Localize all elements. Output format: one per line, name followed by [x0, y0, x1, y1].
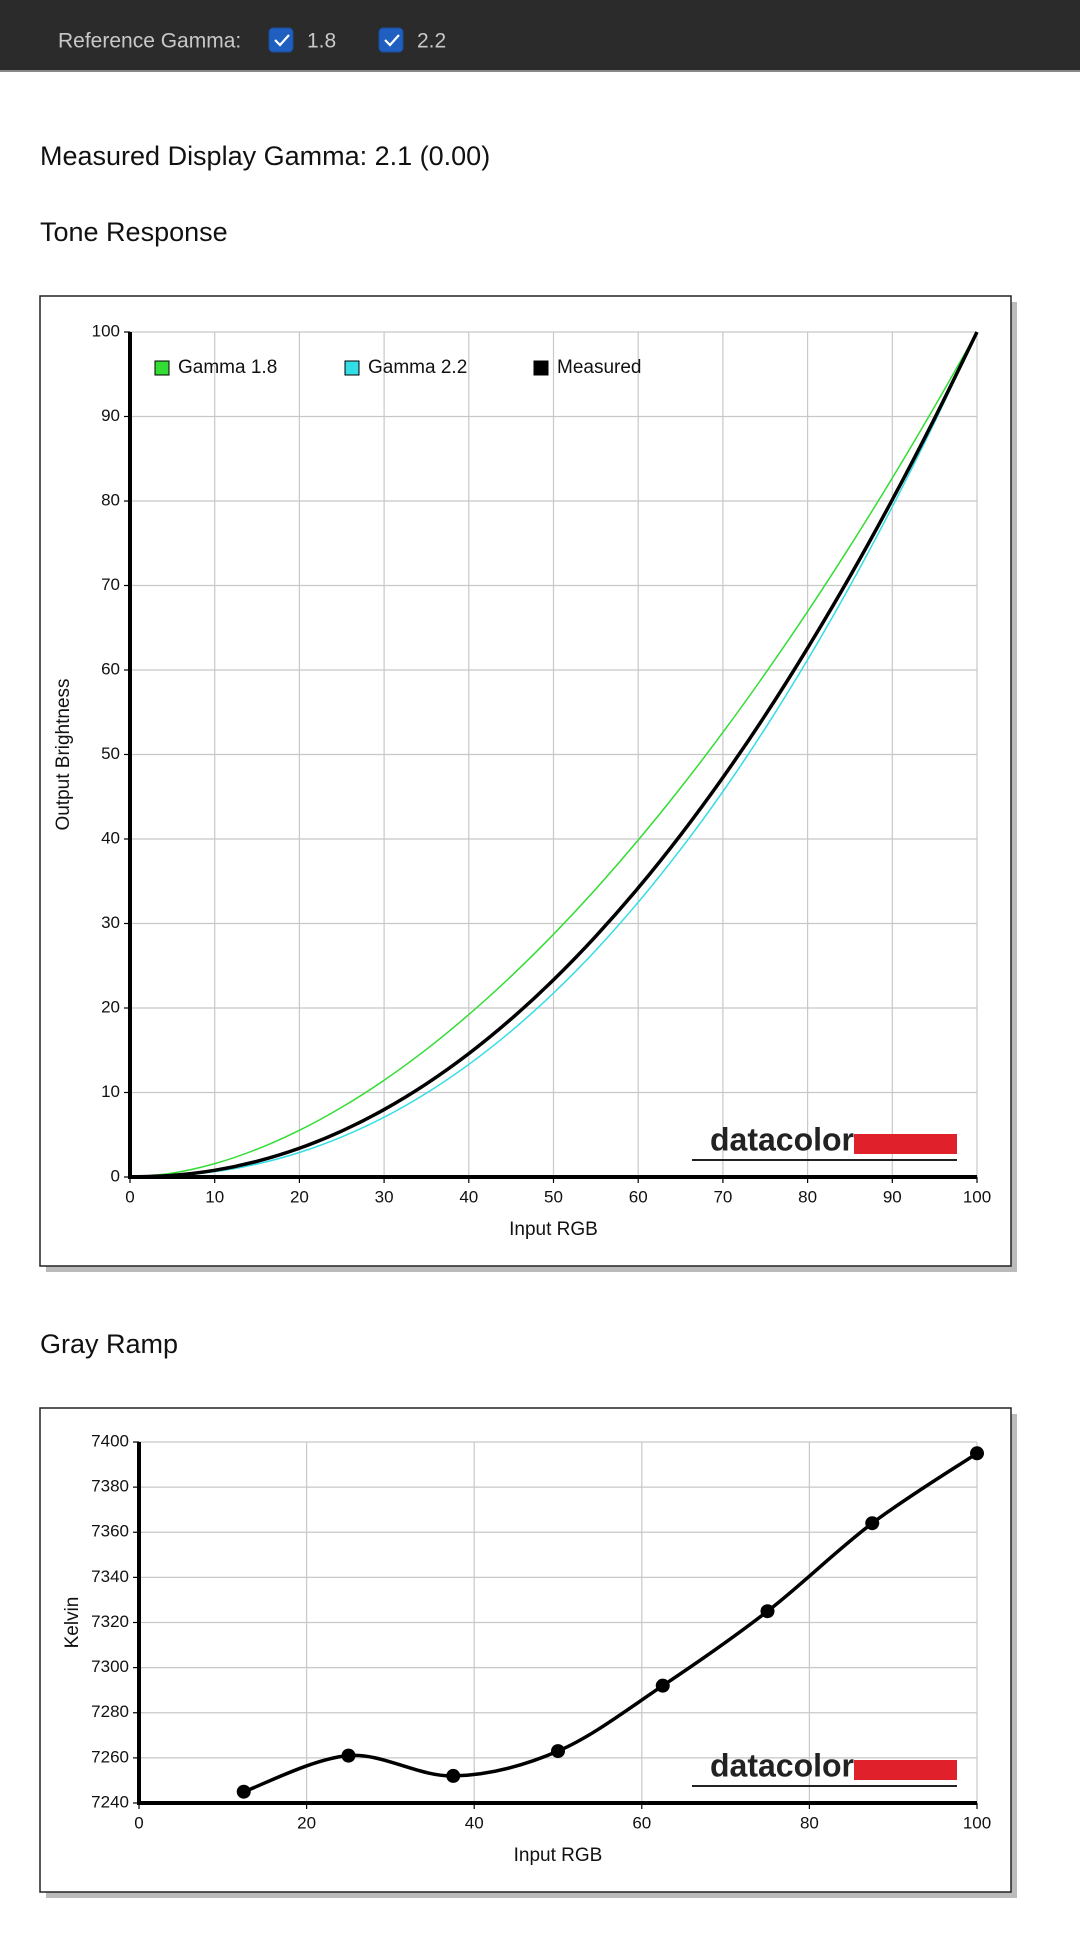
data-line	[129, 331, 978, 1178]
y-tick-label: 7240	[91, 1792, 129, 1811]
y-axis-label: Output Brightness	[53, 678, 74, 830]
x-tick-label: 40	[465, 1813, 484, 1832]
y-tick-label: 20	[101, 997, 120, 1016]
y-tick-label: 60	[101, 659, 120, 678]
heading: Measured Display Gamma: 2.1 (0.00)	[40, 141, 490, 171]
y-tick-label: 7260	[91, 1747, 129, 1766]
y-tick-label: 50	[101, 744, 120, 763]
legend-label: Measured	[557, 357, 642, 378]
x-axis-label: Input RGB	[509, 1219, 598, 1240]
legend-label: Gamma 2.2	[368, 357, 467, 378]
checkbox-label: 1.8	[307, 30, 336, 53]
data-point	[341, 1748, 356, 1763]
watermark: datacolor	[710, 1121, 854, 1157]
data-point	[970, 1446, 984, 1461]
checkbox-label: 2.2	[417, 30, 446, 53]
checkbox[interactable]	[268, 27, 294, 53]
x-tick-label: 20	[290, 1187, 309, 1206]
watermark-bar	[854, 1134, 957, 1154]
legend-label: Gamma 1.8	[178, 357, 277, 378]
y-tick-label: 80	[101, 490, 120, 509]
data-line	[129, 331, 979, 1179]
y-tick-label: 7380	[91, 1477, 129, 1496]
x-axis-label: Input RGB	[514, 1845, 603, 1866]
x-tick-label: 10	[205, 1187, 224, 1206]
legend-swatch	[154, 360, 170, 376]
y-tick-label: 0	[111, 1166, 120, 1185]
toolbar-border	[0, 70, 1080, 72]
y-tick-label: 7320	[91, 1612, 129, 1631]
x-tick-label: 100	[963, 1813, 991, 1832]
watermark-bar	[854, 1760, 957, 1780]
x-tick-label: 100	[963, 1187, 991, 1206]
checkbox-box	[378, 27, 404, 53]
y-tick-label: 7300	[91, 1657, 129, 1676]
y-tick-label: 7400	[91, 1431, 129, 1450]
x-tick-label: 20	[297, 1813, 316, 1832]
toolbar-label: Reference Gamma:	[58, 30, 241, 53]
x-tick-label: 0	[134, 1813, 143, 1832]
data-line	[243, 1451, 978, 1794]
y-tick-label: 100	[92, 321, 120, 340]
data-point	[760, 1604, 775, 1619]
y-tick-label: 7340	[91, 1567, 129, 1586]
x-tick-label: 70	[713, 1187, 732, 1206]
checkbox[interactable]	[378, 27, 404, 53]
data-point	[551, 1744, 565, 1759]
y-tick-label: 40	[101, 828, 120, 847]
x-tick-label: 30	[375, 1187, 394, 1206]
data-point	[446, 1768, 461, 1783]
legend-swatch	[344, 360, 360, 376]
data-line	[129, 331, 978, 1178]
chart-box	[39, 295, 1012, 1267]
x-tick-label: 0	[125, 1187, 134, 1206]
x-tick-label: 90	[883, 1187, 902, 1206]
y-tick-label: 10	[101, 1082, 120, 1101]
x-tick-label: 80	[800, 1813, 819, 1832]
chart-title: Gray Ramp	[40, 1329, 178, 1359]
y-tick-label: 90	[101, 406, 120, 425]
data-point	[655, 1678, 670, 1693]
y-tick-label: 7280	[91, 1702, 129, 1721]
x-tick-label: 40	[459, 1187, 478, 1206]
chart-title: Tone Response	[40, 217, 228, 247]
checkmark	[384, 34, 400, 47]
x-tick-label: 60	[629, 1187, 648, 1206]
checkmark	[274, 34, 290, 47]
chart-box	[39, 1407, 1012, 1893]
watermark: datacolor	[710, 1747, 854, 1783]
x-tick-label: 60	[632, 1813, 651, 1832]
data-point	[236, 1784, 251, 1799]
x-tick-label: 80	[798, 1187, 817, 1206]
y-tick-label: 30	[101, 913, 120, 932]
y-tick-label: 70	[101, 575, 120, 594]
y-tick-label: 7360	[91, 1522, 129, 1541]
toolbar	[0, 0, 1080, 70]
checkbox-box	[268, 27, 294, 53]
x-tick-label: 50	[544, 1187, 563, 1206]
y-axis-label: Kelvin	[62, 1597, 83, 1649]
legend-swatch	[533, 360, 549, 376]
data-point	[865, 1516, 880, 1531]
